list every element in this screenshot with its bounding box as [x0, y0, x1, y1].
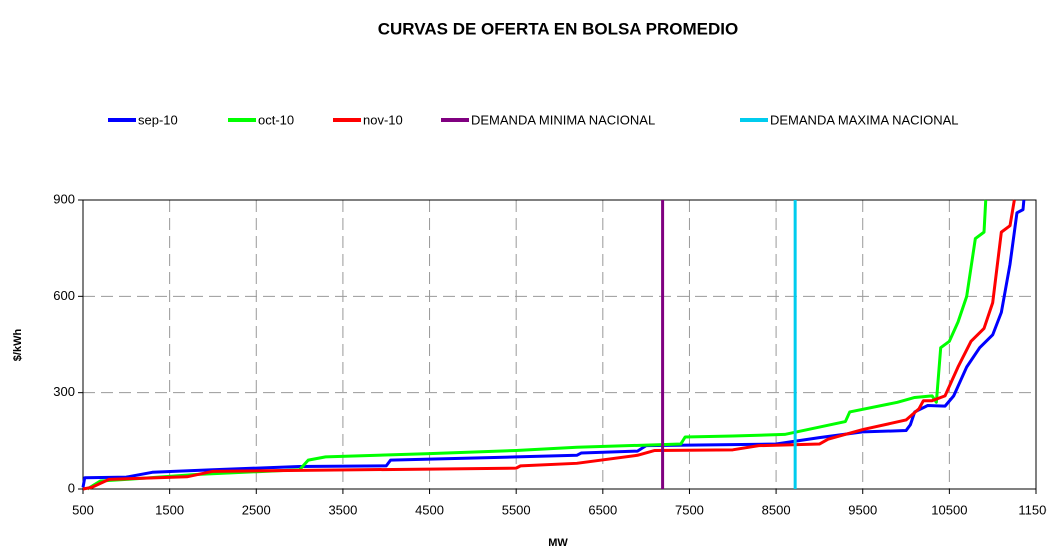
- legend-label: nov-10: [363, 112, 403, 127]
- plot-area: [82, 199, 1037, 490]
- legend-label: oct-10: [258, 112, 294, 127]
- chart-title: CURVAS DE OFERTA EN BOLSA PROMEDIO: [378, 19, 739, 38]
- legend-label: DEMANDA MAXIMA NACIONAL: [770, 112, 959, 127]
- y-tick-label: 0: [68, 480, 75, 495]
- x-tick-label: 6500: [588, 502, 617, 517]
- y-axis-label: $/kWh: [12, 329, 24, 362]
- x-tick-label: 7500: [675, 502, 704, 517]
- y-tick-label: 900: [53, 191, 75, 206]
- x-tick-label: 500: [72, 502, 94, 517]
- series-line: [82, 199, 1016, 491]
- x-tick-label: 4500: [415, 502, 444, 517]
- x-tick-label: 1500: [155, 502, 184, 517]
- series-line: [86, 199, 988, 491]
- x-tick-label: 3500: [328, 502, 357, 517]
- x-tick-label: 2500: [242, 502, 271, 517]
- x-tick-label: 5500: [502, 502, 531, 517]
- x-tick-label: 8500: [762, 502, 791, 517]
- legend-label: DEMANDA MINIMA NACIONAL: [471, 112, 655, 127]
- x-tick-label: 11500: [1018, 502, 1047, 517]
- series-line: [81, 199, 1026, 488]
- y-tick-label: 600: [53, 288, 75, 303]
- x-tick-label: 9500: [848, 502, 877, 517]
- y-tick-label: 300: [53, 384, 75, 399]
- x-tick-label: 10500: [931, 502, 967, 517]
- legend-label: sep-10: [138, 112, 178, 127]
- x-axis-label: MW: [548, 537, 568, 548]
